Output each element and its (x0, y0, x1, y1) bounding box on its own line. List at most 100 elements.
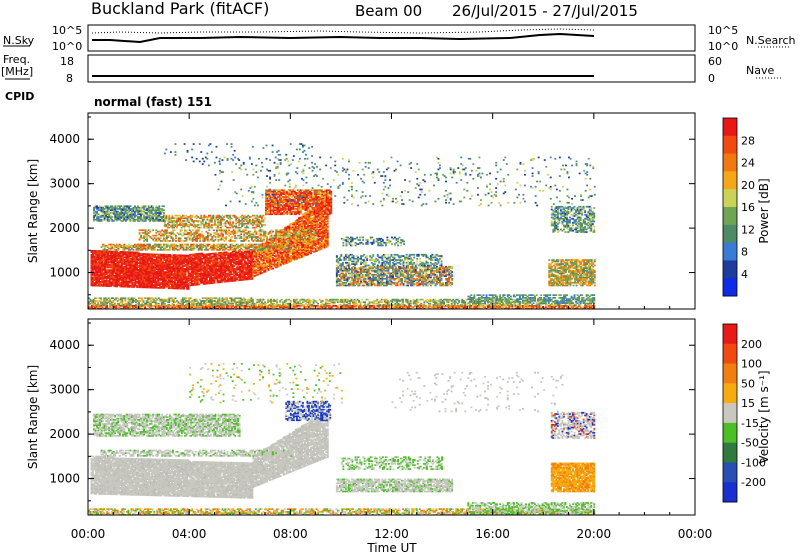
scatter-cell (329, 298, 332, 301)
scatter-cell (302, 298, 304, 301)
scatter-cell (437, 306, 439, 308)
scatter-cell (538, 306, 541, 308)
scatter-cell (212, 300, 215, 302)
scatter-cell (110, 282, 113, 285)
scatter-cell (113, 277, 116, 280)
scatter-cell (324, 302, 327, 305)
scatter-cell (294, 298, 297, 301)
scatter-cell (204, 304, 207, 306)
scatter-cell (90, 276, 93, 279)
scatter-cell (526, 307, 529, 309)
scatter-cell (308, 300, 310, 302)
scatter-cell (93, 282, 96, 284)
scatter-cell (102, 282, 105, 285)
scatter-cell (462, 300, 465, 302)
scatter-cell (112, 304, 115, 306)
scatter-cell (136, 255, 138, 258)
scatter-cell (90, 272, 93, 275)
scatter-cell (95, 258, 97, 260)
scatter-cell (130, 297, 133, 300)
scatter-cell (195, 300, 198, 302)
scatter-cell (584, 306, 587, 308)
scatter-cell (139, 259, 141, 262)
scatter-cell (117, 260, 120, 262)
scatter-cell (188, 300, 191, 302)
scatter-cell (113, 304, 116, 306)
scatter-cell (139, 277, 141, 279)
scatter-cell (321, 307, 324, 309)
scatter-cell (342, 300, 345, 302)
scatter-cell (126, 284, 129, 287)
scatter-cell (386, 304, 389, 306)
scatter-cell (136, 266, 138, 268)
scatter-cell (182, 304, 184, 306)
scatter-cell (434, 298, 436, 301)
scatter-cell (394, 298, 397, 301)
scatter-cell (346, 301, 348, 304)
scatter-cell (92, 267, 94, 270)
scatter-cell (130, 274, 132, 276)
scatter-cell (429, 307, 432, 309)
scatter-cell (224, 304, 227, 306)
scatter-cell (154, 304, 157, 306)
scatter-cell (95, 264, 97, 267)
scatter-cell (113, 270, 116, 273)
scatter-cell (136, 271, 138, 274)
scatter-cell (329, 307, 332, 309)
scatter-cell (113, 261, 116, 264)
scatter-cell (408, 307, 411, 309)
scatter-cell (94, 302, 96, 305)
scatter-cell (329, 305, 332, 307)
scatter-cell (435, 301, 438, 304)
scatter-cell (140, 266, 143, 269)
scatter-cell (230, 307, 233, 309)
scatter-cell (128, 272, 131, 275)
scatter-cell (519, 306, 521, 308)
scatter-cell (547, 307, 550, 309)
scatter-cell (134, 282, 137, 284)
scatter-cell (487, 298, 489, 301)
scatter-cell (420, 305, 423, 307)
scatter-cell (447, 300, 450, 302)
scatter-cell (139, 262, 141, 265)
scatter-cell (145, 283, 148, 286)
scatter-cell (358, 305, 360, 307)
scatter-cell (308, 302, 310, 305)
scatter-cell (119, 255, 122, 257)
scatter-cell (123, 284, 126, 287)
scatter-cell (139, 275, 141, 278)
scatter-cell (393, 298, 395, 301)
scatter-cell (98, 280, 100, 283)
scatter-cell (588, 305, 591, 307)
scatter-cell (169, 305, 172, 307)
scatter-cell (140, 257, 143, 259)
scatter-cell (130, 302, 133, 305)
scatter-cell (98, 300, 101, 302)
scatter-cell (119, 277, 122, 280)
scatter-cell (107, 271, 110, 274)
scatter-cell (104, 300, 107, 302)
scatter-cell (440, 298, 442, 301)
scatter-cell (248, 298, 251, 301)
scatter-cell (470, 307, 473, 309)
scatter-cell (126, 283, 129, 285)
scatter-cell (98, 271, 100, 274)
scatter-cell (473, 300, 476, 302)
scatter-cell (305, 307, 307, 309)
scatter-cell (207, 300, 210, 302)
scatter-cell (116, 266, 119, 269)
scatter-cell (236, 297, 239, 300)
scatter-cell (277, 304, 280, 306)
scatter-cell (546, 304, 549, 306)
scatter-cell (303, 305, 306, 307)
scatter-cell (133, 258, 135, 260)
scatter-cell (292, 298, 295, 301)
scatter-cell (183, 305, 186, 307)
scatter-cell (320, 304, 323, 306)
scatter-cell (403, 306, 406, 308)
scatter-cell (104, 282, 107, 285)
scatter-cell (110, 274, 113, 277)
scatter-cell (421, 304, 424, 306)
scatter-cell (90, 284, 93, 287)
scatter-cell (349, 300, 351, 302)
